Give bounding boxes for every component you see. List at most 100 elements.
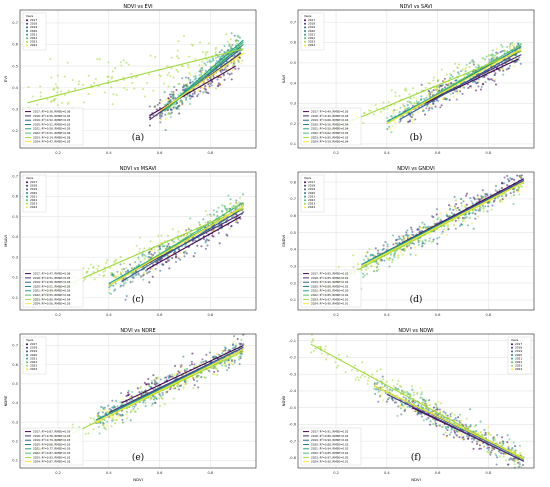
y-tick-label: 0.3 xyxy=(290,264,296,268)
scatter-point-2023 xyxy=(235,39,238,42)
scatter-point-2021 xyxy=(502,73,505,76)
scatter-point-2023 xyxy=(149,54,152,57)
y-tick-label: 0.3 xyxy=(12,255,18,259)
scatter-point-2022 xyxy=(212,209,215,212)
scatter-point-2024 xyxy=(119,271,122,274)
scatter-point-2020 xyxy=(483,434,486,437)
regression-legend-entry: 2020: R²=0.66, RMSE=0.03 xyxy=(33,442,71,446)
scatter-point-2023 xyxy=(176,49,179,52)
scatter-point-2021 xyxy=(455,79,458,82)
scatter-point-2023 xyxy=(312,339,315,342)
scatter-point-2023 xyxy=(123,262,126,265)
y-tick-label: 0.4 xyxy=(290,248,296,252)
panel-d: 0.2 0.4 0.6 0.80.10.20.30.40.50.60.70.8NDVI… xyxy=(281,166,535,317)
scatter-point-2023 xyxy=(446,224,450,227)
chart-title: NDVI vs EVI xyxy=(123,4,152,10)
scatter-point-2021 xyxy=(436,237,439,240)
scatter-point-2021 xyxy=(492,56,495,59)
scatter-point-2023 xyxy=(50,99,53,102)
scatter-point-2022 xyxy=(142,278,145,281)
scatter-point-2023 xyxy=(39,95,42,98)
scatter-point-2023 xyxy=(454,62,457,65)
scatter-point-2024 xyxy=(105,424,108,427)
scatter-point-2018 xyxy=(503,176,506,179)
scatter-point-2023 xyxy=(214,366,217,369)
scatter-point-2021 xyxy=(434,423,437,426)
scatter-point-2023 xyxy=(229,38,232,41)
scatter-point-2019 xyxy=(395,401,398,404)
scatter-point-2024 xyxy=(234,201,237,204)
legend-marker xyxy=(511,350,513,353)
scatter-point-2024 xyxy=(511,56,514,59)
scatter-point-2023 xyxy=(324,348,327,351)
legend-entry-2020: 2020 xyxy=(30,353,37,357)
scatter-point-2022 xyxy=(474,208,477,211)
scatter-point-2024 xyxy=(108,288,111,291)
scatter-point-2019 xyxy=(202,360,205,363)
legend-entry-2022: 2022 xyxy=(515,360,522,364)
scatter-point-2023 xyxy=(164,244,167,247)
y-tick-label: -0.7 xyxy=(289,439,296,443)
scatter-point-2023 xyxy=(102,274,105,277)
scatter-point-2019 xyxy=(159,269,162,272)
scatter-point-2021 xyxy=(115,399,118,402)
scatter-point-2023 xyxy=(192,387,195,390)
scatter-point-2021 xyxy=(444,98,448,101)
scatter-point-2023 xyxy=(87,92,90,96)
scatter-point-2023 xyxy=(119,60,122,64)
scatter-point-2023 xyxy=(432,76,435,79)
scatter-point-2022 xyxy=(112,274,115,277)
scatter-point-2023 xyxy=(350,369,353,372)
scatter-point-2023 xyxy=(92,417,95,420)
scatter-point-2020 xyxy=(227,359,230,362)
y-axis-label: NDWI xyxy=(281,396,286,407)
scatter-point-2024 xyxy=(403,237,407,240)
scatter-point-2023 xyxy=(53,98,56,101)
scatter-point-2023 xyxy=(412,96,415,99)
scatter-point-2018 xyxy=(420,415,423,418)
scatter-point-2019 xyxy=(218,51,221,54)
scatter-point-2023 xyxy=(495,52,498,56)
y-tick-label: 0.5 xyxy=(12,382,18,386)
scatter-point-2023 xyxy=(397,380,400,383)
scatter-point-2023 xyxy=(111,70,114,73)
scatter-point-2023 xyxy=(404,391,407,394)
scatter-point-2023 xyxy=(138,258,141,261)
legend-marker xyxy=(26,40,28,43)
scatter-point-2018 xyxy=(158,114,161,118)
scatter-point-2023 xyxy=(67,89,70,92)
x-tick-label: 0.8 xyxy=(207,151,213,155)
scatter-point-2024 xyxy=(116,414,120,418)
scatter-point-2023 xyxy=(427,82,430,85)
x-axis-label: NDVI xyxy=(411,477,420,482)
scatter-point-2023 xyxy=(145,81,149,85)
scatter-point-2024 xyxy=(122,398,125,401)
scatter-point-2024 xyxy=(508,445,511,448)
scatter-point-2020 xyxy=(391,389,394,392)
regression-legend-entry: 2020: R²=0.51, RMSE=0.05 xyxy=(33,284,71,288)
scatter-point-2022 xyxy=(396,414,399,418)
scatter-point-2020 xyxy=(472,227,475,230)
scatter-point-2019 xyxy=(442,433,445,436)
x-tick-label: 0.8 xyxy=(207,471,213,475)
scatter-point-2022 xyxy=(512,441,515,444)
legend-marker xyxy=(26,199,28,202)
scatter-point-2023 xyxy=(482,207,485,210)
scatter-point-2024 xyxy=(172,104,175,107)
scatter-point-2023 xyxy=(488,451,491,454)
scatter-point-2023 xyxy=(457,63,461,66)
scatter-point-2024 xyxy=(106,410,109,413)
scatter-point-2020 xyxy=(418,225,421,228)
scatter-point-2017 xyxy=(192,378,195,381)
scatter-point-2022 xyxy=(377,390,380,393)
regression-legend-entry: 2020: R²=0.56, RMSE=0.04 xyxy=(311,122,349,126)
scatter-point-2023 xyxy=(115,94,118,97)
scatter-point-2019 xyxy=(508,179,511,182)
scatter-point-2019 xyxy=(472,60,475,63)
scatter-point-2023 xyxy=(231,359,234,362)
legend-entry-2024: 2024 xyxy=(515,367,522,371)
scatter-point-2023 xyxy=(56,85,59,88)
scatter-point-2018 xyxy=(129,281,132,284)
